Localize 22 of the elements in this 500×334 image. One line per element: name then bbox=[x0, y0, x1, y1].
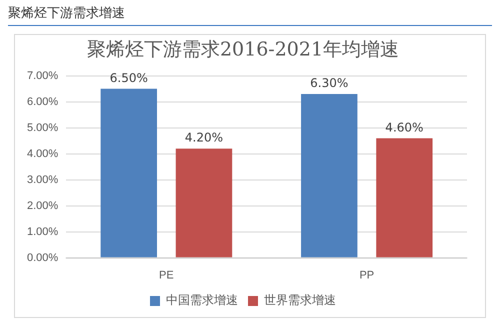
y-tick-label: 2.00% bbox=[26, 200, 58, 212]
y-tick-label: 3.00% bbox=[26, 174, 58, 186]
y-tick-label: 4.00% bbox=[26, 148, 58, 160]
data-label: 6.30% bbox=[310, 76, 348, 90]
data-label: 6.50% bbox=[110, 70, 148, 85]
chart-subtitle: 聚烯烃下游需求增速 bbox=[8, 4, 492, 26]
data-label: 4.20% bbox=[184, 130, 224, 145]
data-label: 4.60% bbox=[385, 120, 424, 134]
y-tick-label: 0.00% bbox=[26, 252, 58, 264]
y-tick-label: 6.00% bbox=[26, 96, 58, 108]
legend-label: 世界需求增速 bbox=[264, 293, 336, 308]
bar bbox=[301, 94, 358, 258]
y-tick-label: 7.00% bbox=[26, 70, 58, 82]
x-tick-label: PP bbox=[359, 269, 374, 282]
bar bbox=[376, 138, 433, 258]
chart-title: 聚烯烃下游需求2016-2021年均增速 bbox=[86, 38, 400, 60]
y-tick-label: 5.00% bbox=[26, 122, 58, 134]
x-tick-label: PE bbox=[159, 269, 174, 282]
bar bbox=[100, 88, 157, 258]
y-tick-label: 1.00% bbox=[26, 226, 58, 238]
bar bbox=[176, 148, 232, 258]
legend-label: 中国需求增速 bbox=[166, 293, 238, 308]
